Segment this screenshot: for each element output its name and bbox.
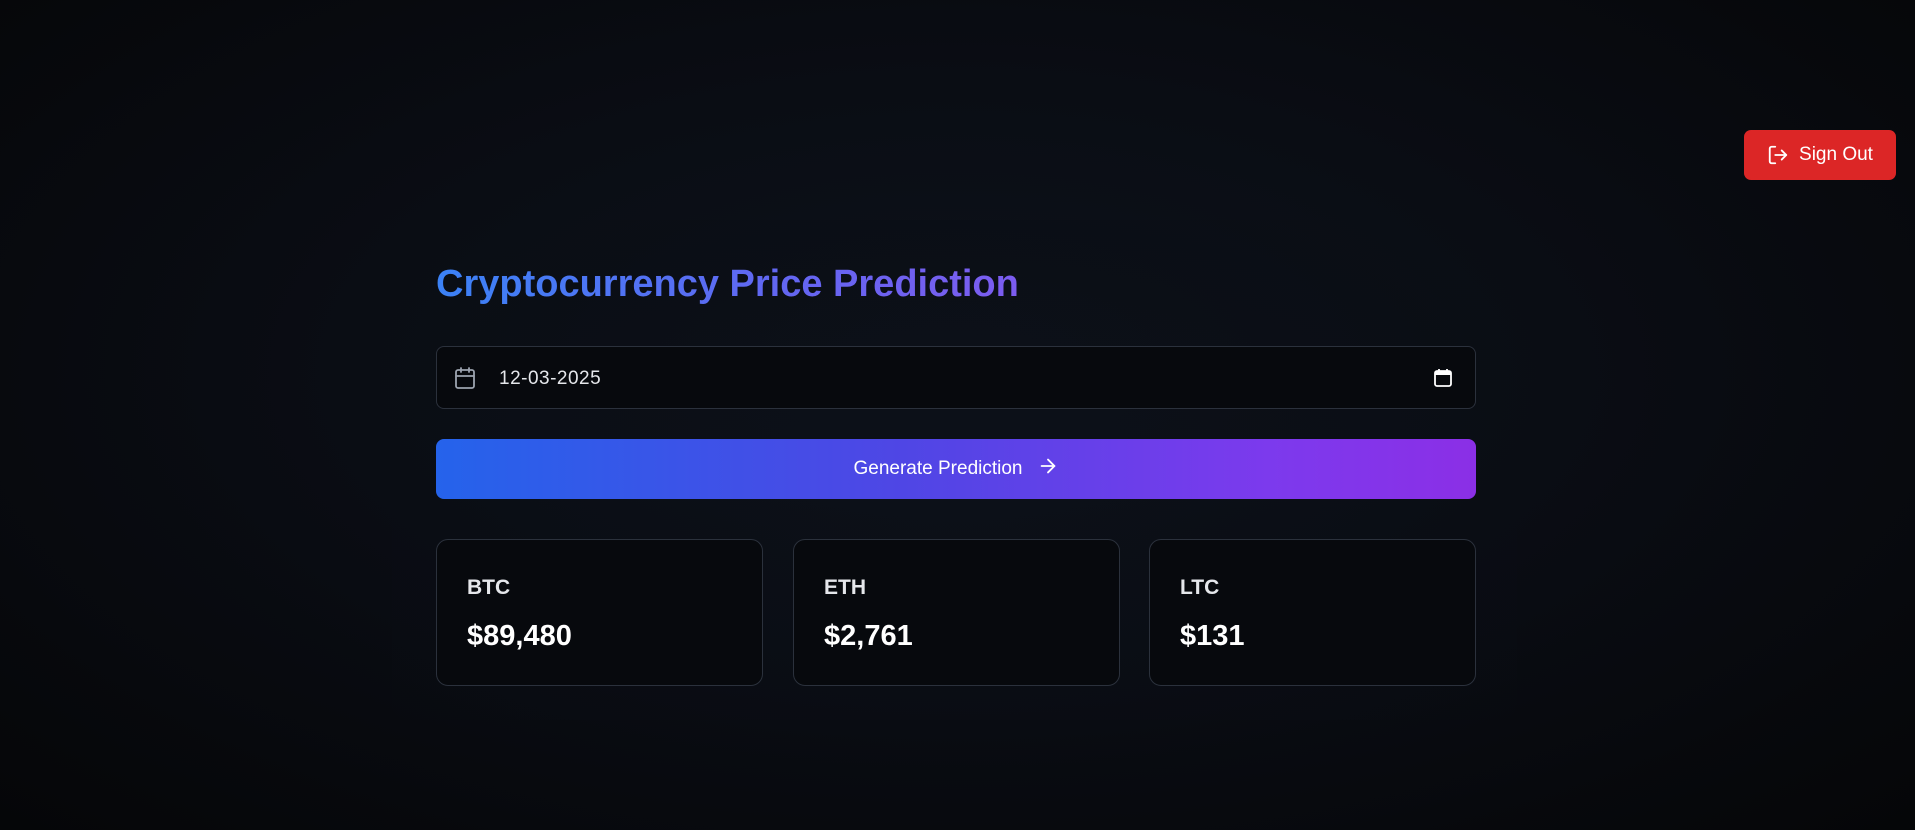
calendar-icon [453, 366, 477, 395]
price-card-eth: ETH $2,761 [793, 539, 1120, 686]
coin-price: $89,480 [467, 620, 572, 652]
date-input[interactable]: 12-03-2025 [436, 346, 1476, 409]
coin-symbol: LTC [1180, 576, 1220, 599]
arrow-right-icon [1037, 455, 1059, 483]
price-card-ltc: LTC $131 [1149, 539, 1476, 686]
generate-prediction-button[interactable]: Generate Prediction [436, 439, 1476, 499]
coin-price: $131 [1180, 620, 1245, 652]
price-card-btc: BTC $89,480 [436, 539, 763, 686]
log-out-icon [1767, 144, 1789, 166]
calendar-picker-icon[interactable] [1433, 368, 1453, 393]
coin-price: $2,761 [824, 620, 913, 652]
generate-prediction-label: Generate Prediction [853, 458, 1023, 479]
page-title: Cryptocurrency Price Prediction [436, 258, 1019, 310]
sign-out-button[interactable]: Sign Out [1744, 130, 1896, 180]
coin-symbol: ETH [824, 576, 866, 599]
sign-out-label: Sign Out [1799, 144, 1873, 165]
date-value[interactable]: 12-03-2025 [499, 368, 602, 389]
coin-symbol: BTC [467, 576, 511, 599]
